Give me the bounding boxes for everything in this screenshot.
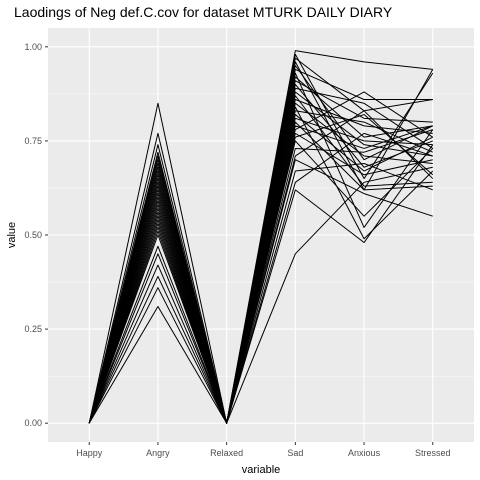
series-line-30 [88, 132, 433, 424]
series-line-29 [88, 162, 433, 424]
chart-title: Laodings of Neg def.C.cov for dataset MT… [14, 4, 393, 20]
x-tick-label: Happy [76, 448, 103, 458]
x-tick-label: Stressed [415, 448, 451, 458]
x-axis: Happy Angry Relaxed Sad Anxious Stressed [76, 442, 451, 458]
x-tick-label: Relaxed [210, 448, 243, 458]
y-axis: 0.00 0.25 0.50 0.75 1.00 [24, 42, 48, 428]
y-tick-label: 1.00 [24, 42, 42, 52]
x-tick-label: Anxious [348, 448, 381, 458]
series-line-32 [88, 166, 433, 424]
series-line-28 [88, 159, 433, 424]
series-line-31 [88, 144, 434, 424]
x-tick-label: Angry [146, 448, 170, 458]
y-tick-label: 0.50 [24, 230, 42, 240]
series-line-26 [88, 129, 433, 424]
y-tick-label: 0.75 [24, 136, 42, 146]
series-lines [88, 50, 434, 424]
y-axis-title: value [6, 222, 18, 248]
x-tick-label: Sad [287, 448, 303, 458]
y-tick-label: 0.25 [24, 324, 42, 334]
series-line-25 [88, 140, 434, 424]
y-tick-label: 0.00 [24, 418, 42, 428]
x-axis-title: variable [242, 464, 281, 476]
